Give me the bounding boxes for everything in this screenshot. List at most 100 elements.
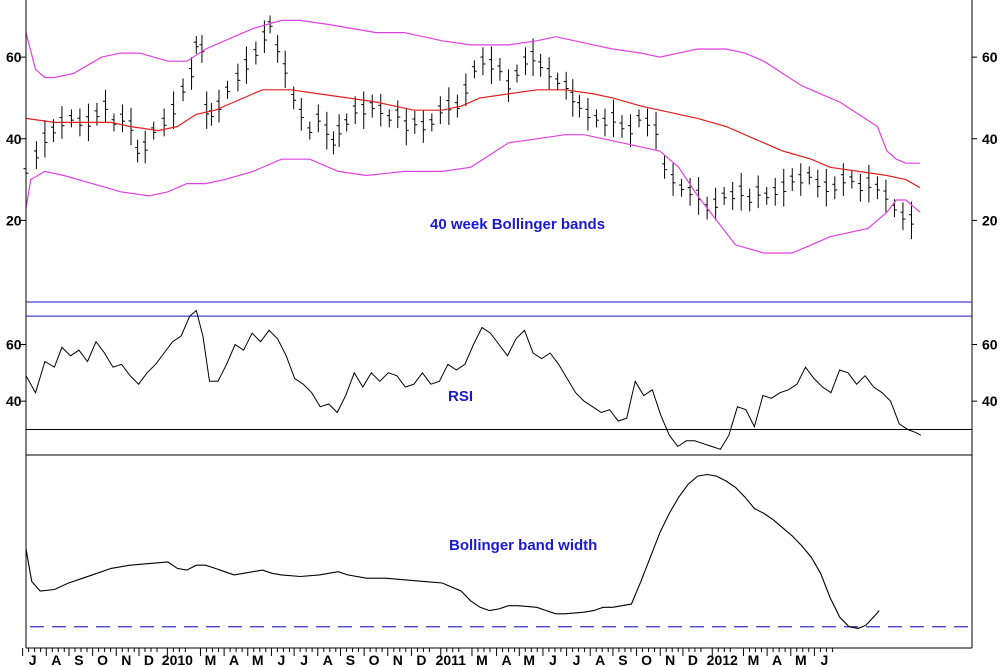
price-bar [386, 109, 392, 128]
x-tick-label: D [416, 652, 426, 667]
price-bar [471, 60, 477, 79]
price-bar [781, 168, 787, 207]
price-bar [908, 201, 914, 240]
price-bar [50, 119, 56, 143]
price-bar [204, 91, 210, 129]
price-bar [68, 109, 74, 128]
price-bar [369, 94, 375, 118]
price-bar [119, 104, 125, 133]
price-bar [307, 121, 313, 140]
price-bar [480, 47, 486, 76]
x-tick-label: N [121, 652, 131, 667]
price-bar [857, 173, 863, 202]
x-tick-label: D [688, 652, 698, 667]
price-bar [555, 72, 561, 91]
price-bar [344, 113, 350, 132]
x-tick-label: 2011 [436, 652, 467, 667]
price-bar [747, 188, 753, 212]
price-bar [815, 169, 821, 198]
price-ytick-label-right: 20 [982, 212, 998, 228]
upper-band-line [25, 19, 920, 164]
middle-band-line [25, 89, 921, 189]
price-ytick-label-right: 60 [982, 49, 998, 65]
x-tick-label: J [821, 652, 829, 667]
price-bar [395, 100, 401, 129]
price-bar [235, 63, 241, 92]
x-tick-label: M [205, 652, 217, 667]
rsi-line [25, 309, 922, 450]
x-axis: J A S O N D 2010 M A M J J A S O N D 2011 M A M J J A S O N D 2012 M A… [22, 648, 833, 667]
price-bar [653, 111, 659, 150]
price-bar [330, 131, 336, 155]
x-tick-label: J [549, 652, 557, 667]
x-tick-label: S [346, 652, 355, 667]
price-ytick-label-left: 40 [6, 131, 22, 147]
width-panel [25, 473, 968, 629]
x-tick-label: 2012 [707, 652, 738, 667]
price-bar [730, 182, 736, 210]
price-bar [193, 35, 199, 54]
price-bar [446, 87, 452, 125]
price-bar [883, 179, 889, 213]
price-bar [619, 115, 625, 138]
width-panel-annotation: Bollinger band width [449, 537, 597, 554]
price-bar [463, 73, 469, 107]
price-bar [420, 110, 426, 143]
x-tick-label: 2010 [162, 652, 193, 667]
price-bar [670, 163, 676, 196]
price-bar [216, 89, 222, 123]
price-ytick-label-left: 20 [6, 212, 22, 228]
price-bar [33, 141, 39, 169]
price-bar [180, 78, 186, 102]
x-tick-label: O [97, 652, 108, 667]
price-panel: 20 20 40 40 60 60 [6, 15, 998, 254]
price-bar [412, 111, 418, 134]
price-bar [679, 178, 685, 197]
x-tick-label: M [476, 652, 488, 667]
price-bar [823, 168, 829, 207]
price-bar [798, 163, 804, 196]
band-width-line [25, 473, 880, 629]
x-tick-label: A [229, 652, 239, 667]
rsi-ytick-label-right: 40 [982, 393, 998, 409]
price-bar [243, 46, 249, 85]
price-bar [593, 109, 599, 128]
price-bar [772, 177, 778, 206]
price-bar [315, 104, 321, 133]
x-tick-label: A [772, 652, 782, 667]
x-tick-label: A [51, 652, 61, 667]
price-bar [253, 41, 259, 65]
x-tick-label: M [523, 652, 535, 667]
price-bar [505, 69, 511, 103]
rsi-ytick-label-right: 60 [982, 337, 998, 353]
price-bar [171, 91, 177, 129]
price-bar [361, 91, 367, 129]
price-ytick-label-left: 60 [6, 49, 22, 65]
x-tick-label: M [748, 652, 760, 667]
price-bar [832, 176, 838, 200]
price-bar [627, 114, 633, 147]
price-bar [378, 93, 384, 127]
price-ytick-label-right: 40 [982, 131, 998, 147]
price-bar [488, 46, 494, 85]
price-bar [336, 114, 342, 147]
lower-band-line [25, 134, 921, 254]
price-bar [352, 96, 358, 125]
price-bar [570, 79, 576, 117]
x-tick-label: J [278, 652, 286, 667]
price-bar [429, 113, 435, 132]
price-bar [546, 57, 552, 90]
price-bar [282, 50, 288, 89]
price-bar [849, 170, 855, 189]
price-bar [403, 107, 409, 146]
price-bar [636, 109, 642, 128]
price-bar [576, 94, 582, 118]
price-bar [267, 15, 273, 34]
x-tick-label: A [595, 652, 605, 667]
x-tick-label: J [29, 652, 37, 667]
price-bar [189, 57, 195, 90]
x-tick-label: D [144, 652, 154, 667]
price-bar [514, 64, 520, 83]
price-bar [610, 99, 616, 138]
